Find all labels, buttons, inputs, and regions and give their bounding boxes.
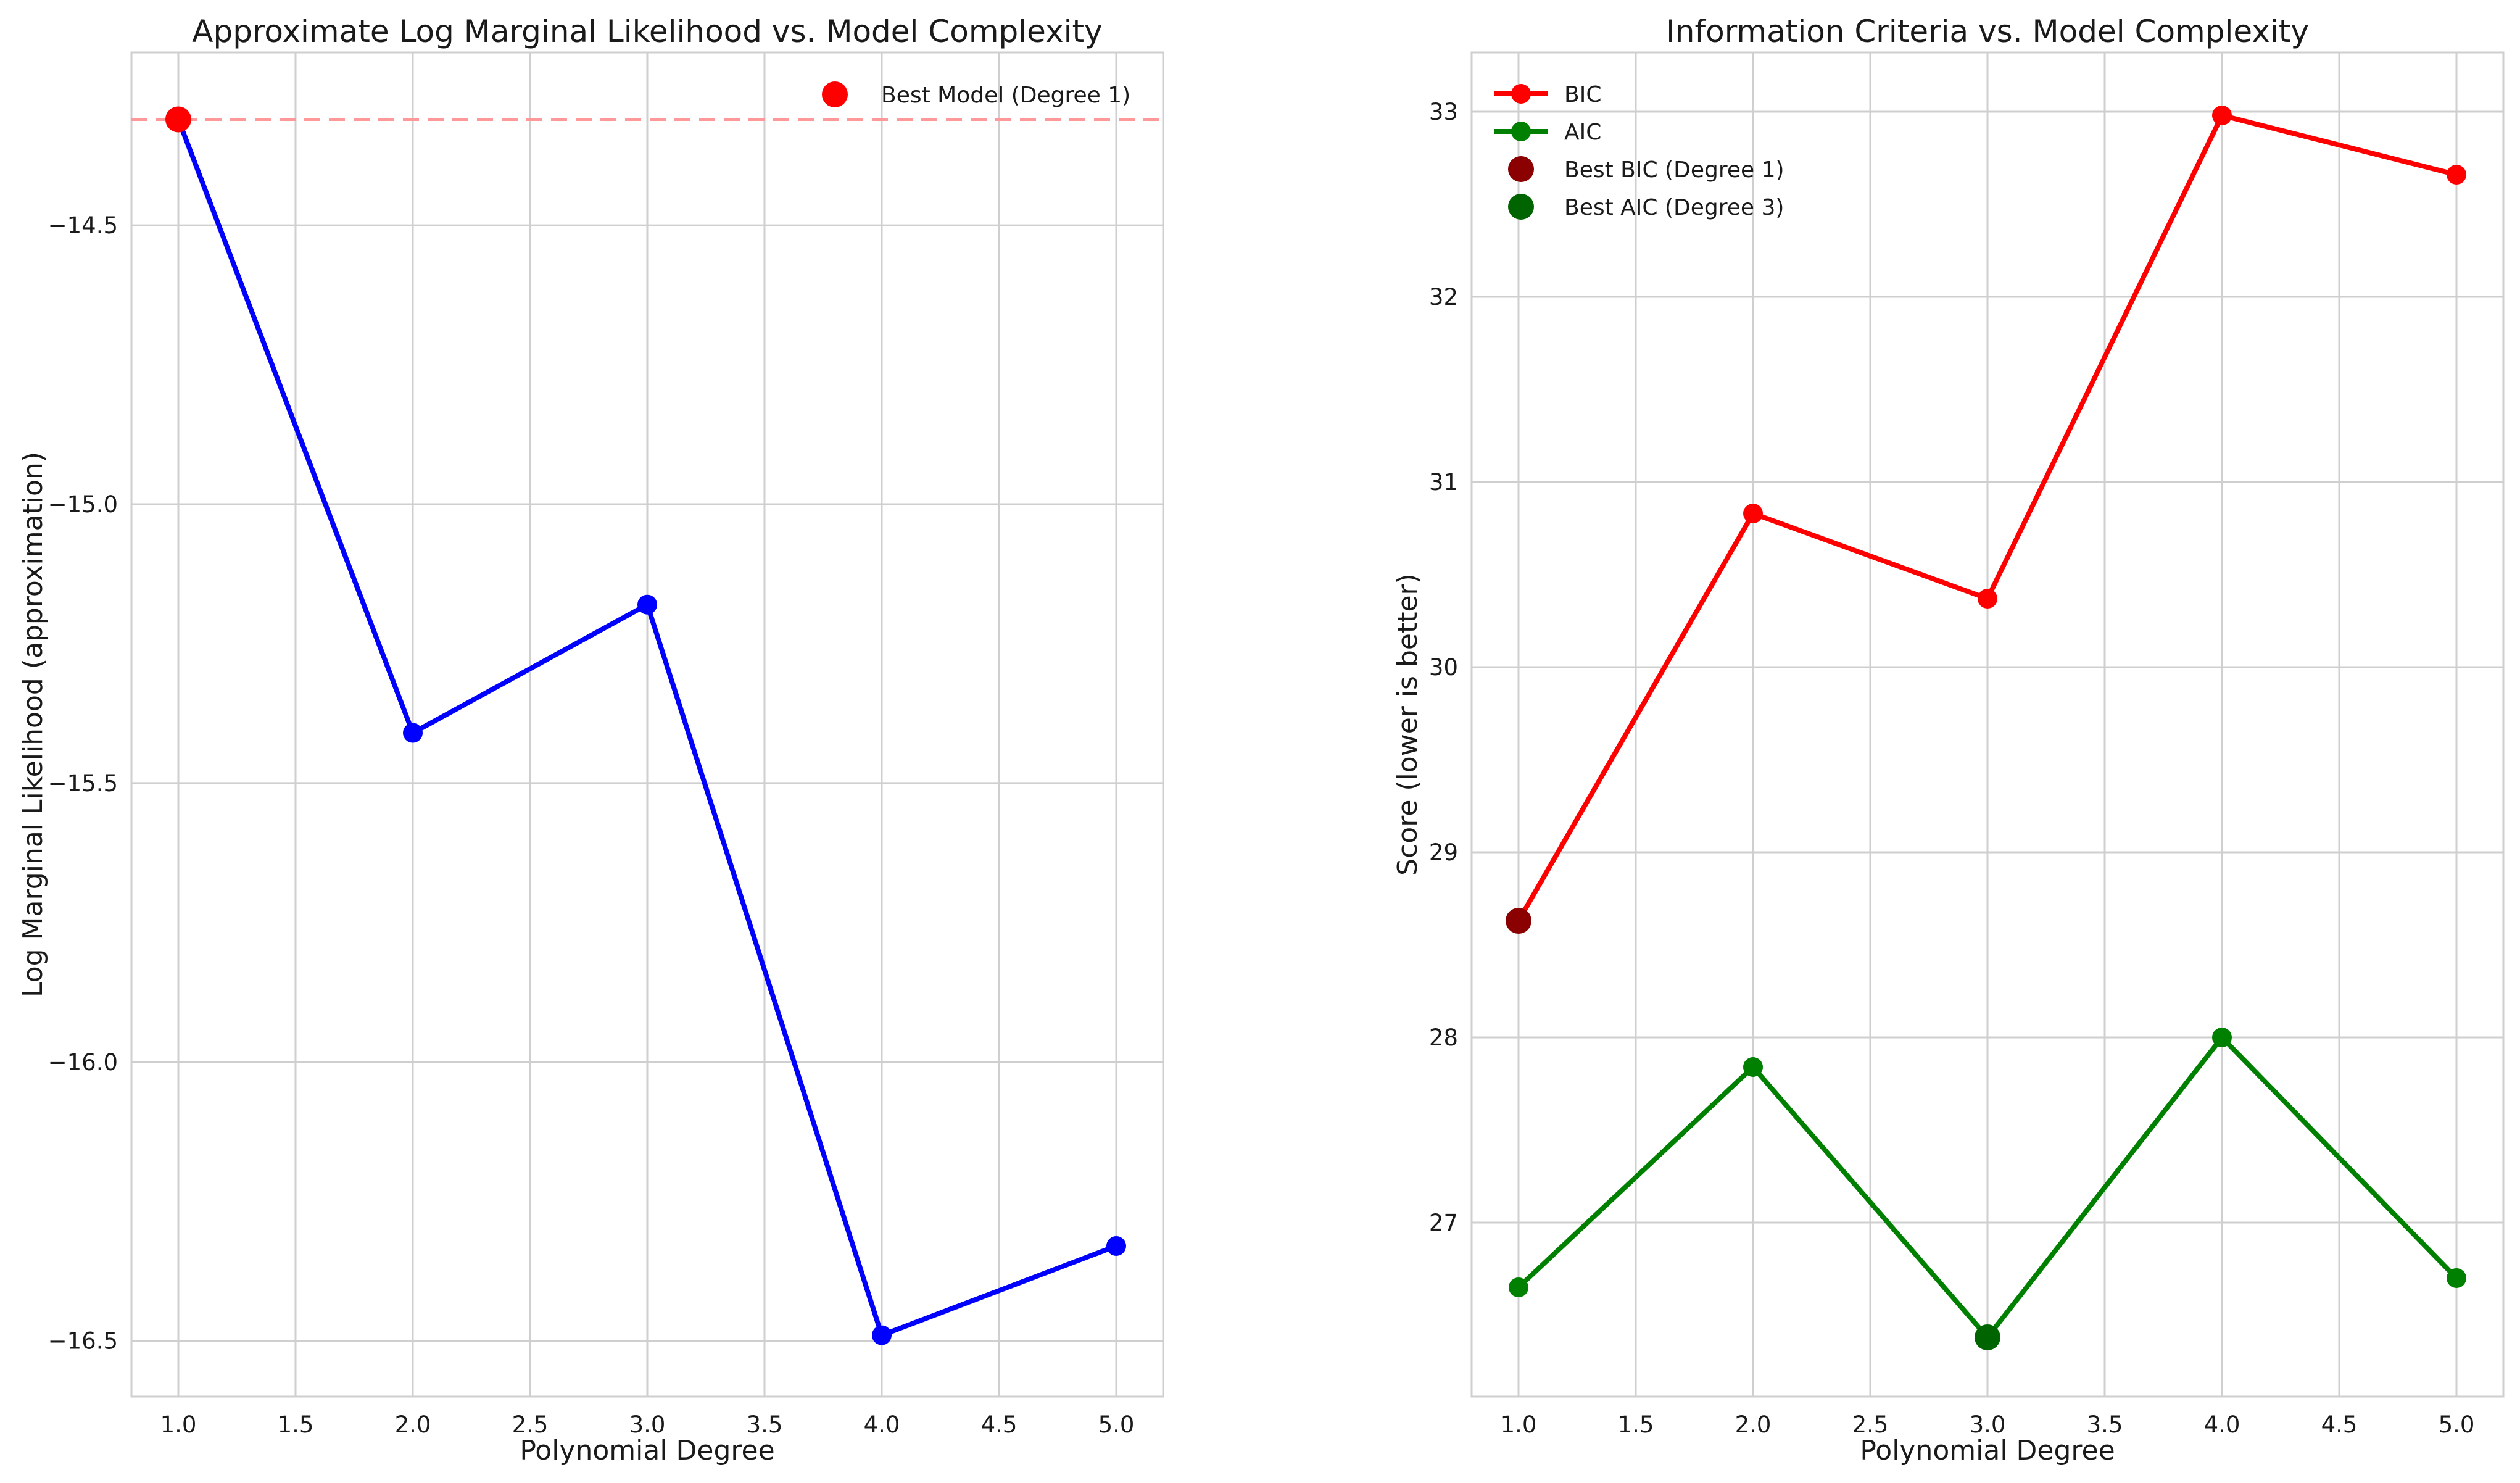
right-y-axis-label: Score (lower is better) — [1392, 573, 1424, 876]
left-legend: Best Model (Degree 1) — [822, 81, 1130, 108]
right-ytick-label: 33 — [1429, 99, 1458, 125]
right-xtick-label: 2.5 — [1852, 1411, 1889, 1438]
right-ytick-label: 27 — [1429, 1210, 1458, 1236]
left-legend-marker — [822, 81, 848, 107]
left-xtick-label: 2.0 — [395, 1411, 431, 1438]
right-aic-point — [1509, 1277, 1528, 1297]
left-xtick-label: 4.0 — [864, 1411, 900, 1438]
right-xtick-label: 1.0 — [1501, 1411, 1537, 1438]
left-x-axis-label: Polynomial Degree — [520, 1435, 774, 1466]
left-chart: 1.0 1.5 2.0 2.5 3.0 3.5 4.0 4.5 5.0 −16.5 −16.0 −15… — [17, 14, 1164, 1466]
left-ytick-label: −15.0 — [48, 491, 118, 518]
right-ytick-label: 31 — [1429, 469, 1458, 496]
right-aic-point — [2447, 1268, 2466, 1288]
right-legend-marker — [1508, 156, 1534, 182]
left-series-point — [637, 594, 657, 615]
left-xtick-label: 1.5 — [278, 1411, 314, 1438]
right-xtick-label: 5.0 — [2439, 1411, 2475, 1438]
left-ytick-label: −16.0 — [48, 1049, 118, 1076]
right-legend-label: AIC — [1564, 120, 1601, 145]
right-legend-marker — [1511, 84, 1531, 104]
left-ytick-label: −15.5 — [48, 770, 118, 797]
right-bic-point — [1743, 504, 1763, 523]
right-bic-point — [2212, 106, 2232, 125]
left-ytick-label: −14.5 — [48, 212, 118, 239]
right-ytick-label: 28 — [1429, 1024, 1458, 1051]
right-xtick-label: 1.5 — [1618, 1411, 1654, 1438]
right-legend-marker — [1511, 122, 1531, 141]
left-xtick-label: 2.5 — [512, 1411, 549, 1438]
left-series-point — [872, 1325, 892, 1345]
left-xtick-label: 3.5 — [747, 1411, 783, 1438]
right-ytick-label: 32 — [1429, 284, 1458, 310]
left-plot-frame — [130, 51, 1164, 1398]
right-x-axis-label: Polynomial Degree — [1860, 1435, 2115, 1466]
left-xtick-label: 1.0 — [160, 1411, 197, 1438]
left-ytick-label: −16.5 — [48, 1328, 118, 1355]
right-ytick-label: 29 — [1429, 839, 1458, 866]
left-highlight-point — [165, 106, 191, 133]
left-xtick-label: 4.5 — [981, 1411, 1018, 1438]
right-legend-label: Best BIC (Degree 1) — [1564, 157, 1784, 183]
right-xtick-label: 3.5 — [2087, 1411, 2123, 1438]
left-xtick-label: 5.0 — [1098, 1411, 1135, 1438]
right-highlight-point — [1975, 1324, 2000, 1350]
right-ytick-label: 30 — [1429, 654, 1458, 681]
right-legend: BIC AIC Best BIC (Degree 1) Best AIC (Degre… — [1494, 82, 1784, 220]
right-bic-point — [2447, 165, 2466, 185]
right-chart: 1.0 1.5 2.0 2.5 3.0 3.5 4.0 4.5 5.0 27 28 29 30 31 32 3… — [1392, 14, 2505, 1466]
left-xtick-label: 3.0 — [629, 1411, 666, 1438]
right-legend-label: Best AIC (Degree 3) — [1564, 195, 1784, 220]
left-y-axis-label: Log Marginal Likelihood (approximation) — [17, 452, 49, 997]
right-legend-label: BIC — [1564, 82, 1601, 107]
left-legend-label: Best Model (Degree 1) — [881, 83, 1130, 108]
right-bic-point — [1978, 589, 1997, 609]
right-xtick-label: 4.5 — [2321, 1411, 2358, 1438]
left-chart-title: Approximate Log Marginal Likelihood vs. … — [192, 14, 1103, 49]
right-legend-marker — [1508, 194, 1534, 220]
right-xtick-label: 4.0 — [2204, 1411, 2240, 1438]
left-series-point — [403, 723, 423, 743]
right-aic-point — [2212, 1028, 2232, 1047]
left-series-point — [1106, 1236, 1126, 1256]
right-aic-point — [1743, 1057, 1763, 1077]
right-highlight-point — [1506, 908, 1531, 934]
right-xtick-label: 2.0 — [1735, 1411, 1772, 1438]
right-chart-title: Information Criteria vs. Model Complexit… — [1666, 14, 2309, 49]
right-plot-frame — [1470, 51, 2505, 1398]
right-xtick-label: 3.0 — [1970, 1411, 2006, 1438]
